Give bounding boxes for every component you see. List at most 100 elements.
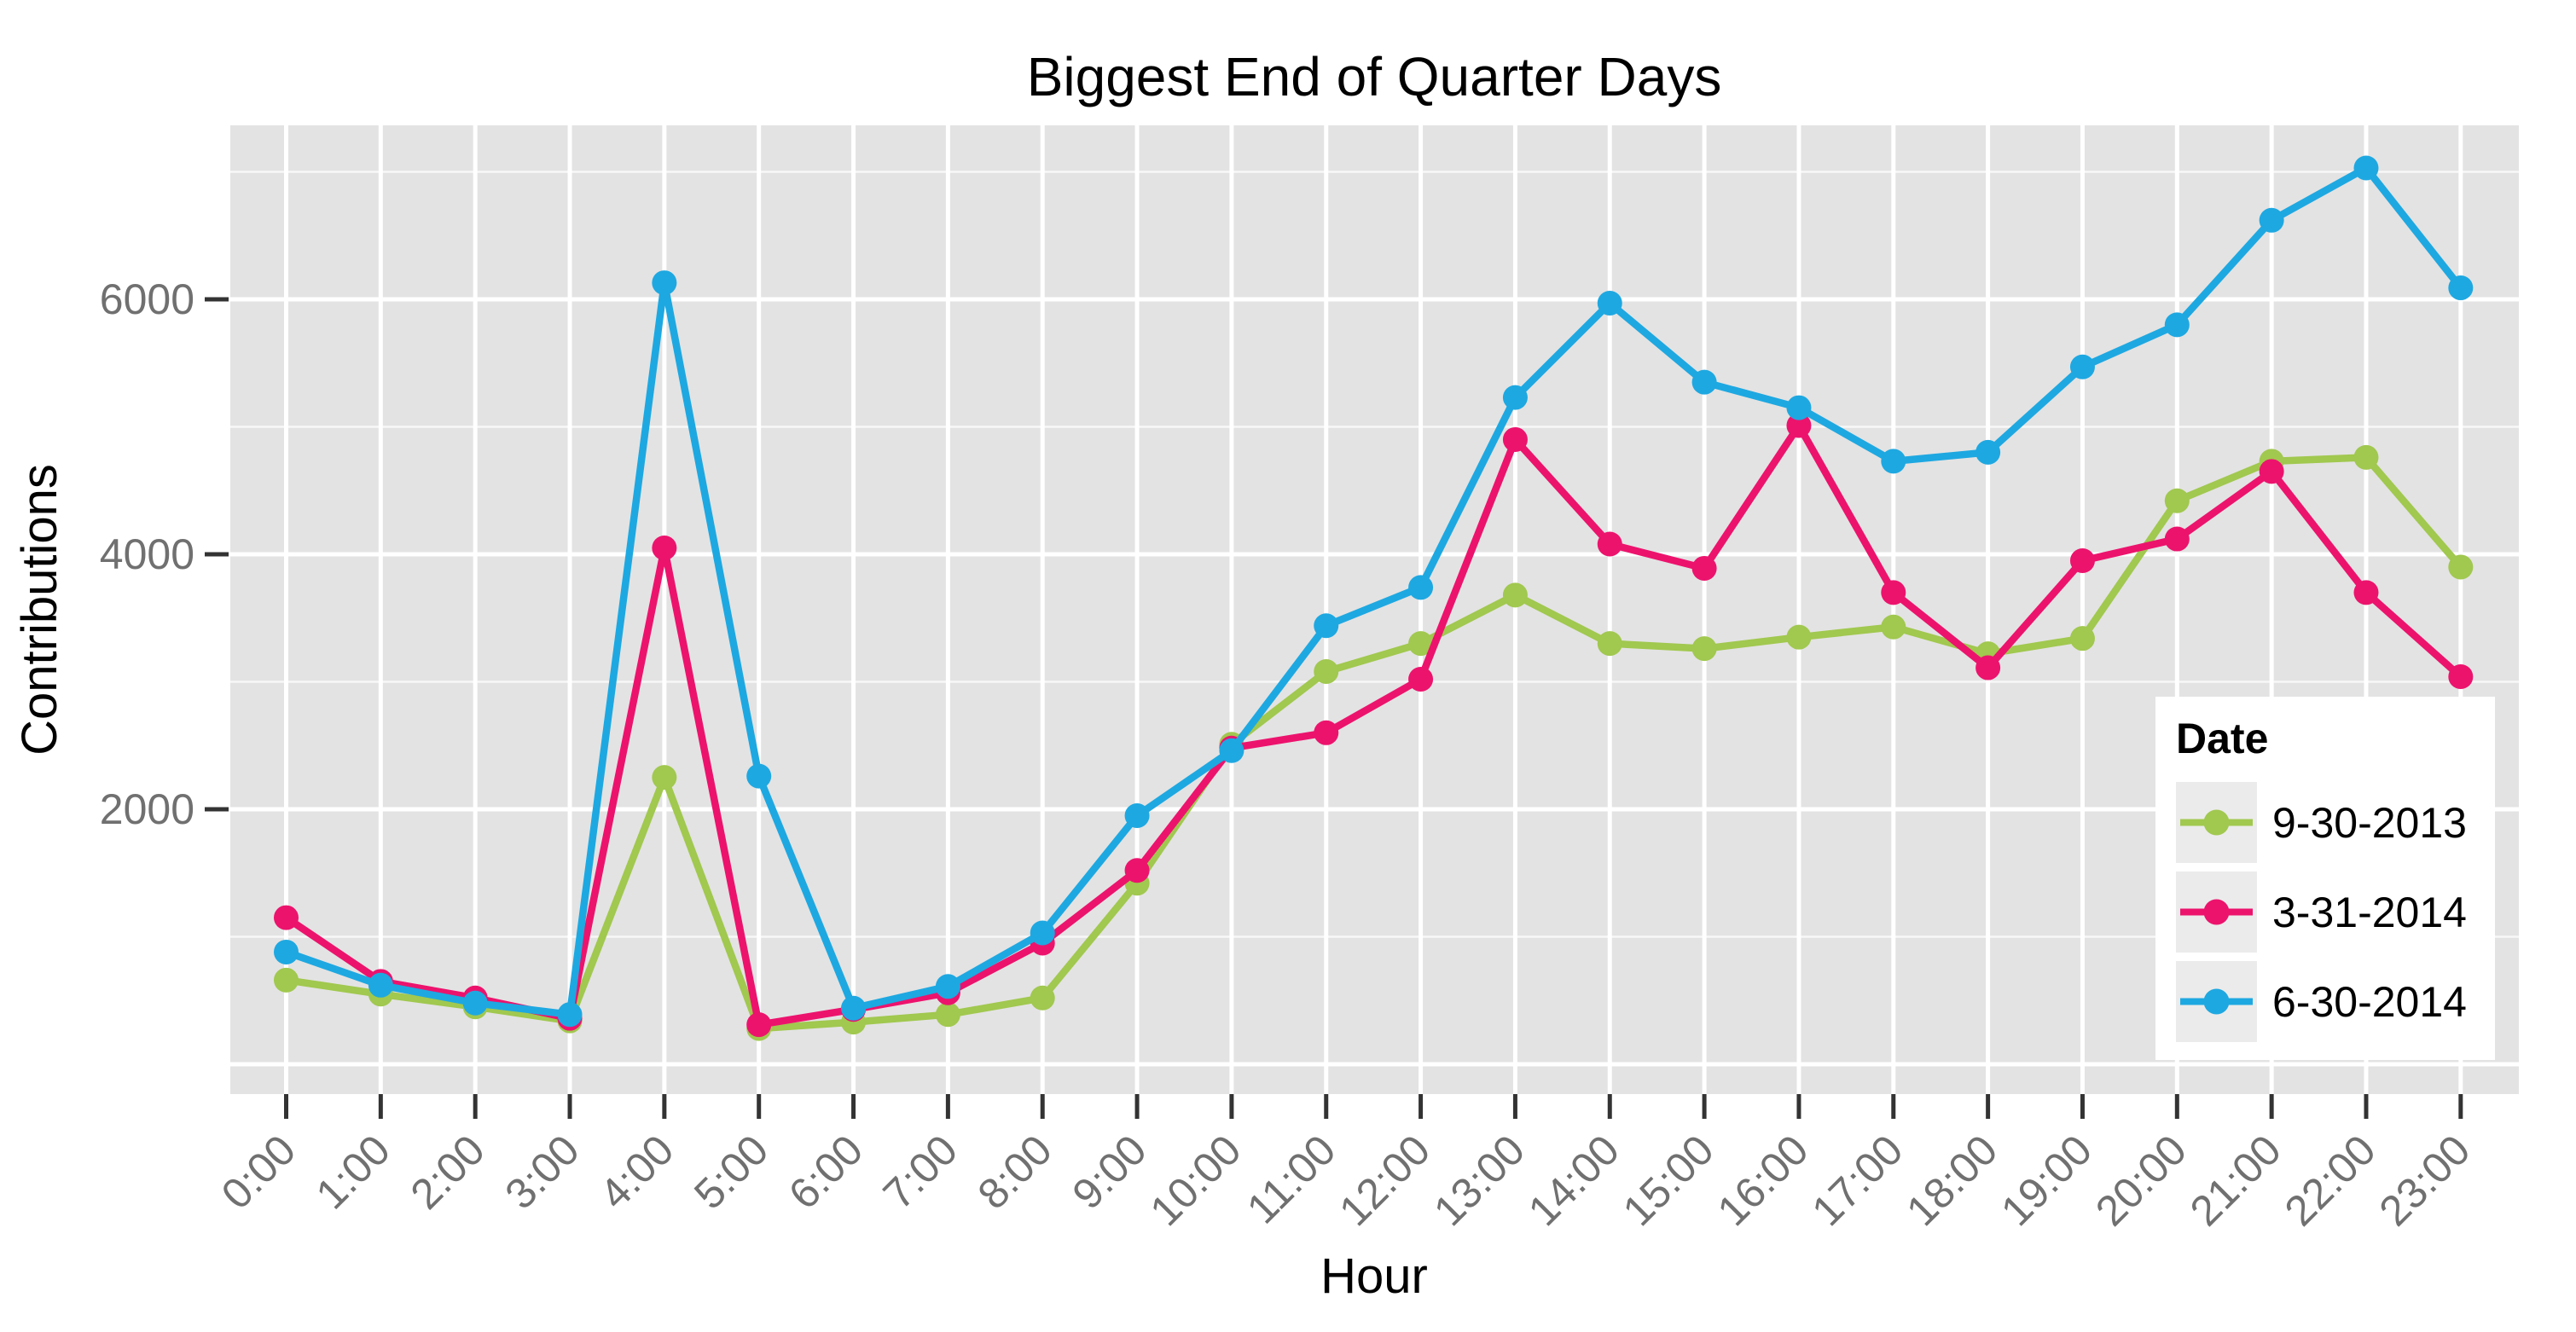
data-point-9-30-2013-15:00 xyxy=(1691,636,1717,662)
data-point-6-30-2014-11:00 xyxy=(1314,613,1339,639)
data-point-9-30-2013-22:00 xyxy=(2353,444,2379,470)
data-point-6-30-2014-17:00 xyxy=(1881,449,1906,474)
x-tick-label-10:00: 10:00 xyxy=(1141,1126,1250,1235)
data-point-6-30-2014-0:00 xyxy=(274,939,299,964)
data-point-3-31-2014-14:00 xyxy=(1597,531,1622,557)
legend-label: 6-30-2014 xyxy=(2272,977,2467,1026)
major-gridlines xyxy=(230,125,2519,1094)
data-point-6-30-2014-4:00 xyxy=(652,270,677,296)
data-point-3-31-2014-4:00 xyxy=(652,536,677,561)
data-point-6-30-2014-5:00 xyxy=(746,763,772,789)
data-point-6-30-2014-22:00 xyxy=(2353,155,2379,181)
legend-entry-3-31-2014: 3-31-2014 xyxy=(2176,872,2495,953)
x-tick-label-14:00: 14:00 xyxy=(1519,1126,1628,1235)
data-point-6-30-2014-6:00 xyxy=(841,995,867,1021)
x-tick-label-11:00: 11:00 xyxy=(1238,1126,1344,1232)
x-tick-label-4:00: 4:00 xyxy=(590,1126,682,1218)
data-point-6-30-2014-10:00 xyxy=(1219,738,1244,763)
x-tick-label-12:00: 12:00 xyxy=(1330,1126,1439,1235)
data-point-9-30-2013-4:00 xyxy=(652,765,677,791)
data-point-6-30-2014-2:00 xyxy=(462,990,488,1016)
x-tick-label-21:00: 21:00 xyxy=(2181,1126,2290,1235)
data-point-3-31-2014-12:00 xyxy=(1408,667,1434,692)
legend-label: 3-31-2014 xyxy=(2272,888,2467,936)
x-tick-label-23:00: 23:00 xyxy=(2370,1126,2480,1235)
x-tick-label-9:00: 9:00 xyxy=(1063,1126,1155,1218)
data-point-9-30-2013-23:00 xyxy=(2448,554,2474,580)
data-point-9-30-2013-19:00 xyxy=(2069,626,2095,652)
x-tick-label-0:00: 0:00 xyxy=(212,1126,305,1218)
series-line-3-31-2014 xyxy=(282,421,2465,1028)
data-point-6-30-2014-21:00 xyxy=(2259,207,2284,233)
x-tick-label-3:00: 3:00 xyxy=(496,1126,588,1218)
data-series xyxy=(274,155,2474,1041)
data-point-3-31-2014-9:00 xyxy=(1124,858,1150,883)
x-tick-label-5:00: 5:00 xyxy=(685,1126,777,1218)
legend-entry-9-30-2013: 9-30-2013 xyxy=(2176,782,2495,863)
data-point-3-31-2014-13:00 xyxy=(1502,426,1528,452)
data-point-6-30-2014-19:00 xyxy=(2069,354,2095,379)
data-point-3-31-2014-17:00 xyxy=(1881,580,1906,605)
y-tick-label-6000: 6000 xyxy=(100,275,194,323)
data-point-3-31-2014-11:00 xyxy=(1314,720,1339,745)
data-point-9-30-2013-8:00 xyxy=(1030,985,1055,1011)
y-tick-label-4000: 4000 xyxy=(100,530,194,578)
x-tick-label-17:00: 17:00 xyxy=(1802,1126,1912,1235)
x-tick-label-19:00: 19:00 xyxy=(1992,1126,2101,1235)
data-point-6-30-2014-18:00 xyxy=(1976,439,2001,465)
x-tick-label-22:00: 22:00 xyxy=(2276,1126,2385,1235)
x-tick-label-8:00: 8:00 xyxy=(969,1126,1061,1218)
data-point-6-30-2014-3:00 xyxy=(557,1002,583,1028)
chart-title: Biggest End of Quarter Days xyxy=(1027,46,1722,107)
data-point-3-31-2014-0:00 xyxy=(274,905,299,930)
data-point-9-30-2013-0:00 xyxy=(274,967,299,993)
x-axis-title: Hour xyxy=(1320,1248,1428,1304)
data-point-6-30-2014-1:00 xyxy=(368,972,393,998)
x-tick-label-16:00: 16:00 xyxy=(1709,1126,1818,1235)
data-point-6-30-2014-15:00 xyxy=(1691,369,1717,395)
data-point-3-31-2014-5:00 xyxy=(746,1012,772,1038)
x-tick-label-18:00: 18:00 xyxy=(1897,1126,2006,1235)
x-tick-label-20:00: 20:00 xyxy=(2086,1126,2196,1235)
x-tick-label-15:00: 15:00 xyxy=(1614,1126,1723,1235)
legend-key-icon xyxy=(2176,961,2257,1042)
data-point-9-30-2013-13:00 xyxy=(1502,582,1528,608)
y-tick-labels: 2000 4000 6000 xyxy=(100,275,194,833)
x-tick-label-2:00: 2:00 xyxy=(402,1126,494,1218)
data-point-3-31-2014-22:00 xyxy=(2353,580,2379,605)
data-point-9-30-2013-16:00 xyxy=(1786,624,1812,650)
x-tick-label-7:00: 7:00 xyxy=(874,1126,966,1218)
data-point-9-30-2013-17:00 xyxy=(1881,614,1906,640)
data-point-6-30-2014-9:00 xyxy=(1124,802,1150,828)
data-point-6-30-2014-13:00 xyxy=(1502,385,1528,410)
y-tick-label-2000: 2000 xyxy=(100,785,194,833)
data-point-9-30-2013-12:00 xyxy=(1408,631,1434,657)
data-point-9-30-2013-20:00 xyxy=(2164,488,2190,513)
legend-box: Date 9-30-2013 3-31-2014 6-30-2014 xyxy=(2155,697,2495,1060)
data-point-6-30-2014-16:00 xyxy=(1786,395,1812,420)
data-point-3-31-2014-16:00 xyxy=(1786,413,1812,438)
series-line-9-30-2013 xyxy=(282,454,2465,1033)
data-point-6-30-2014-20:00 xyxy=(2164,312,2190,338)
data-point-6-30-2014-7:00 xyxy=(935,974,960,999)
x-tick-label-6:00: 6:00 xyxy=(780,1126,872,1218)
x-tick-label-13:00: 13:00 xyxy=(1424,1126,1534,1235)
data-point-6-30-2014-23:00 xyxy=(2448,275,2474,301)
data-point-6-30-2014-8:00 xyxy=(1030,920,1055,946)
data-point-9-30-2013-7:00 xyxy=(935,1002,960,1028)
data-point-6-30-2014-14:00 xyxy=(1597,290,1622,316)
data-point-6-30-2014-12:00 xyxy=(1408,575,1434,600)
x-tick-label-1:00: 1:00 xyxy=(307,1126,399,1218)
legend-title: Date xyxy=(2176,715,2269,762)
x-tick-labels: 0:00 1:00 2:00 3:00 4:00 5:00 6:00 7:00 8:00 9:00… xyxy=(212,1126,2480,1235)
data-point-3-31-2014-23:00 xyxy=(2448,664,2474,690)
legend-key-icon xyxy=(2176,872,2257,953)
data-point-9-30-2013-14:00 xyxy=(1597,631,1622,657)
data-point-3-31-2014-19:00 xyxy=(2069,547,2095,573)
legend-label: 9-30-2013 xyxy=(2272,798,2467,847)
data-point-9-30-2013-11:00 xyxy=(1314,659,1339,685)
axis-tick-marks xyxy=(205,297,2463,1119)
data-point-3-31-2014-18:00 xyxy=(1976,655,2001,680)
